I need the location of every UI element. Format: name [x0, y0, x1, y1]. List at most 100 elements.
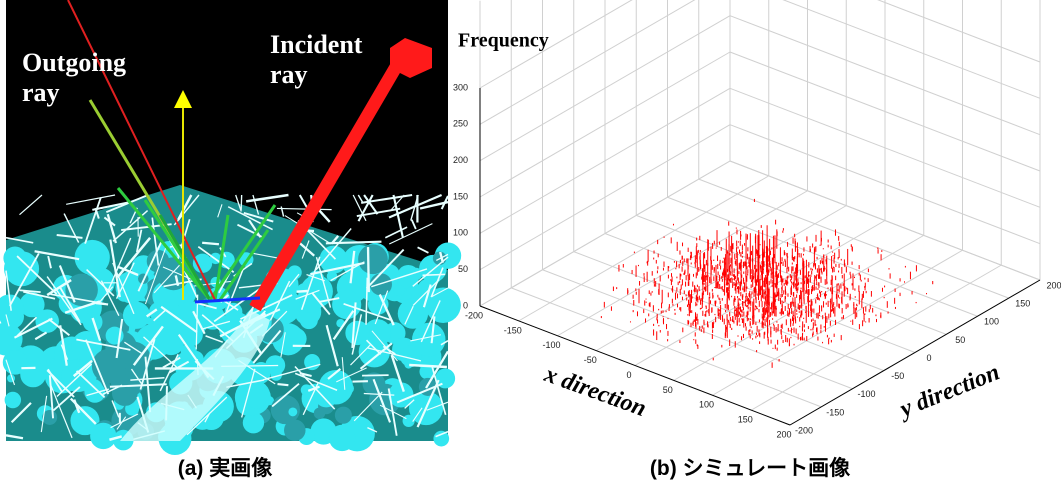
render-scene [0, 0, 462, 455]
fiber [237, 223, 264, 239]
fiber [49, 382, 73, 439]
outgoing-ray [213, 214, 230, 301]
particle [3, 251, 40, 287]
particle [419, 364, 435, 380]
fiber [350, 344, 371, 366]
incident-head [390, 38, 432, 78]
fiber [102, 384, 123, 395]
particle [158, 328, 185, 356]
fiber [425, 350, 449, 389]
particle [20, 361, 47, 388]
particle [74, 239, 110, 276]
fiber [366, 247, 370, 293]
particle [400, 345, 422, 368]
fiber [371, 330, 398, 362]
y-tick-label: -100 [857, 389, 875, 399]
particle [0, 322, 23, 356]
fiber [365, 248, 405, 289]
fiber [296, 289, 308, 293]
fiber [440, 339, 449, 346]
z-axis-title: Frequency [458, 30, 549, 52]
fiber [109, 239, 121, 298]
fiber [307, 385, 320, 392]
histogram-plot: 0 50 100 150 200 250 300 -200 -150 -100 -50 0 50 100 1… [453, 0, 1061, 439]
y-axis-title: y direction [894, 359, 1004, 423]
fiber [430, 267, 444, 298]
fiber [276, 207, 332, 211]
outgoing-ray-label: Outgoing ray [22, 48, 127, 107]
fiber [115, 318, 124, 359]
x-tick-label: -50 [584, 355, 597, 365]
particle [19, 292, 45, 318]
fiber [357, 194, 374, 222]
particle [242, 412, 265, 434]
fiber [72, 359, 93, 378]
fiber [261, 310, 288, 337]
fiber [10, 402, 32, 424]
fiber [271, 383, 300, 408]
fiber [47, 255, 52, 269]
incident-ray [249, 56, 406, 312]
particle [90, 422, 117, 450]
fiber [139, 338, 156, 390]
fiber [431, 287, 449, 298]
particle [288, 407, 298, 417]
fiber [160, 305, 198, 333]
fiber [103, 216, 116, 227]
fiber [389, 194, 405, 212]
particle [319, 245, 348, 274]
fiber [59, 287, 81, 323]
fiber [325, 240, 382, 245]
fiber [351, 314, 363, 355]
particle [149, 301, 169, 322]
fiber [269, 280, 291, 321]
floor-grid-line [636, 214, 947, 335]
fiber [235, 194, 242, 212]
fiber [153, 309, 167, 322]
fiber [410, 334, 441, 342]
x-tick-label: -100 [542, 340, 560, 350]
fiber [58, 265, 76, 303]
floor-grid-line [573, 251, 884, 372]
z-tick-label: 50 [458, 264, 468, 274]
fiber [137, 241, 162, 292]
fiber [130, 368, 143, 385]
y-axis [789, 279, 1041, 426]
fiber [311, 292, 331, 316]
floor-grid-line [542, 269, 853, 390]
fiber [60, 344, 69, 360]
fiber [86, 388, 110, 397]
particle [369, 273, 392, 296]
particle [200, 304, 225, 330]
fiber [365, 277, 369, 325]
fiber [16, 316, 38, 337]
x-axis [479, 305, 791, 426]
fiber [262, 363, 321, 381]
fiber [431, 366, 447, 416]
floor-grid-line [729, 160, 1041, 281]
fiber [294, 365, 336, 410]
fiber [332, 310, 355, 341]
fiber [177, 194, 193, 221]
fiber [435, 430, 449, 438]
fiber [111, 400, 120, 418]
fiber [430, 316, 436, 344]
fiber [144, 247, 167, 305]
particle [4, 391, 22, 409]
fiber [315, 257, 332, 308]
fiber [390, 354, 405, 393]
floor-grid-line [667, 196, 978, 317]
caption-b: (b) シミュレート画像 [649, 457, 851, 480]
fiber [66, 194, 116, 205]
fiber [252, 329, 282, 364]
fiber [146, 308, 158, 318]
fiber [34, 331, 48, 341]
fiber [132, 325, 164, 366]
x-tick-label: 100 [699, 400, 714, 410]
fiber [213, 286, 262, 323]
fiber [34, 250, 80, 261]
floor-grid-line [511, 287, 822, 408]
trunk [120, 310, 270, 441]
fiber [419, 200, 449, 210]
